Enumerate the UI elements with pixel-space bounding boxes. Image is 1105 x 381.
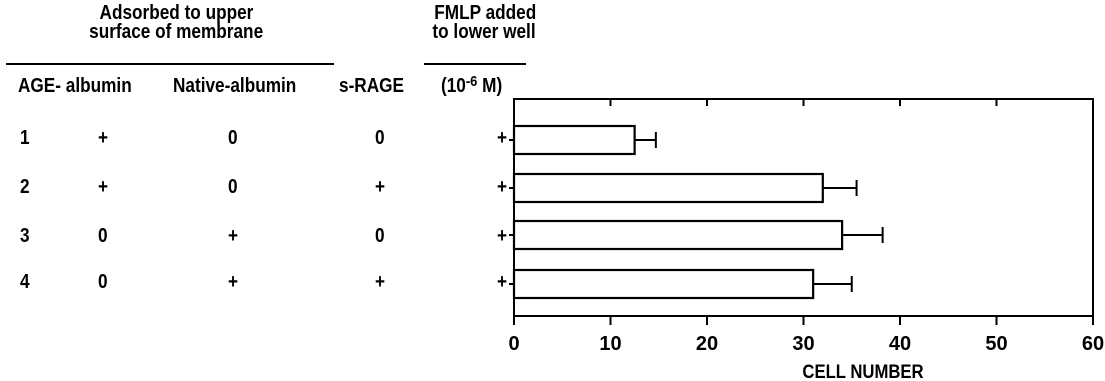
bar-row-1 bbox=[512, 124, 636, 156]
bar-row-3 bbox=[512, 219, 844, 251]
x-tick-label-20: 20 bbox=[696, 333, 718, 355]
x-axis-label: CELL NUMBER bbox=[802, 361, 923, 381]
fmlp-unit-prefix: (10 bbox=[441, 75, 466, 97]
x-tick-label-0: 0 bbox=[508, 333, 519, 355]
header-underline-adsorbed bbox=[6, 63, 334, 65]
row-4-fmlp: + bbox=[497, 271, 508, 293]
column-header-fmlp-concentration: (10-6 M) bbox=[441, 73, 503, 97]
row-2-srage: + bbox=[375, 176, 386, 198]
bar-row-4 bbox=[512, 268, 815, 300]
group-header-fmlp-line2: to lower well bbox=[432, 21, 536, 43]
row-1-native: 0 bbox=[228, 127, 238, 149]
row-2-number: 2 bbox=[20, 176, 30, 198]
row-2-fmlp: + bbox=[497, 176, 508, 198]
fmlp-unit-suffix: M) bbox=[477, 75, 503, 97]
row-1-srage: 0 bbox=[375, 127, 385, 149]
x-tick-label-50: 50 bbox=[985, 333, 1007, 355]
chart-ticks: 0 10 20 30 40 50 60 bbox=[508, 99, 1104, 355]
x-tick-label-10: 10 bbox=[599, 333, 621, 355]
x-tick-label-60: 60 bbox=[1082, 333, 1104, 355]
row-3-native: + bbox=[228, 225, 239, 247]
row-3-srage: 0 bbox=[375, 225, 385, 247]
row-2-age: + bbox=[98, 176, 109, 198]
row-4-native: + bbox=[228, 271, 239, 293]
row-3-age: 0 bbox=[98, 225, 108, 247]
row-1-number: 1 bbox=[20, 127, 30, 149]
fmlp-unit-exponent: -6 bbox=[465, 73, 478, 90]
row-4-age: 0 bbox=[98, 271, 108, 293]
column-header-native-albumin: Native-albumin bbox=[173, 75, 297, 97]
column-header-age-albumin: AGE- albumin bbox=[18, 75, 132, 97]
x-tick-label-40: 40 bbox=[889, 333, 911, 355]
row-2-native: 0 bbox=[228, 176, 238, 198]
group-header-fmlp-line1: FMLP added bbox=[434, 2, 537, 24]
row-1-age: + bbox=[98, 127, 109, 149]
group-header-adsorbed-line2: surface of membrane bbox=[89, 21, 264, 43]
row-1-fmlp: + bbox=[497, 127, 508, 149]
bar-row-2 bbox=[512, 172, 824, 204]
row-3-fmlp: + bbox=[497, 225, 508, 247]
group-header-adsorbed-line1: Adsorbed to upper bbox=[99, 2, 254, 24]
row-3-number: 3 bbox=[20, 225, 30, 247]
row-4-srage: + bbox=[375, 271, 386, 293]
chart-bars bbox=[512, 124, 884, 300]
x-tick-label-30: 30 bbox=[792, 333, 814, 355]
header-underline-fmlp bbox=[424, 63, 526, 65]
row-4-number: 4 bbox=[20, 271, 30, 293]
column-header-s-rage: s-RAGE bbox=[339, 75, 404, 97]
